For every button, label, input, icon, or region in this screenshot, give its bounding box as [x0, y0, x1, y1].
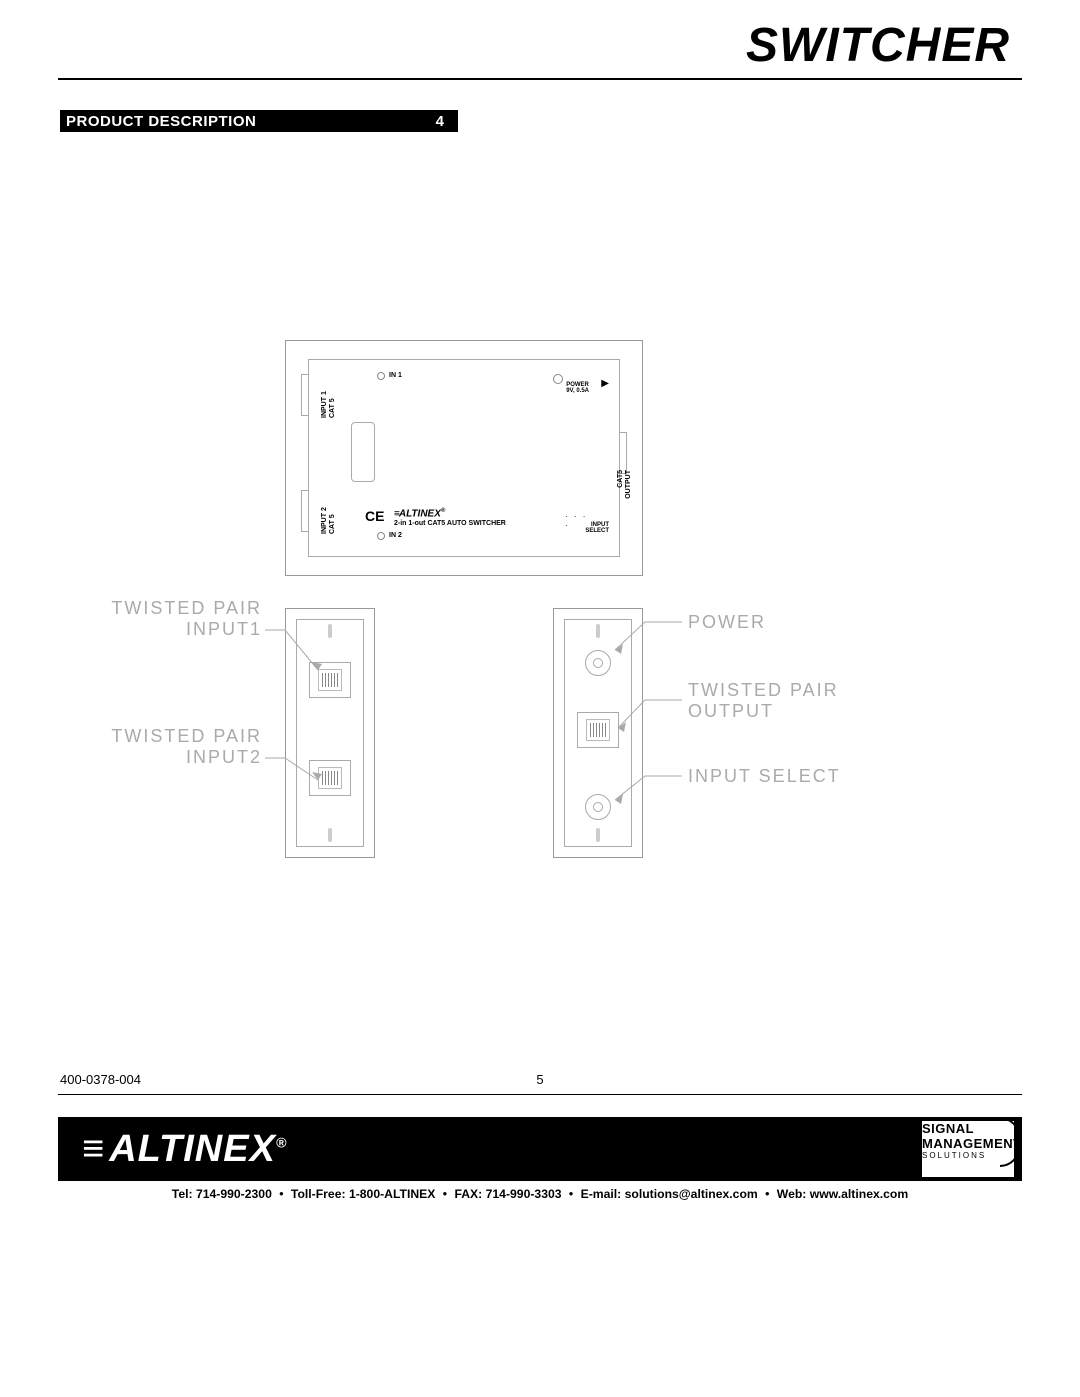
callout-text: TWISTED PAIR [688, 680, 839, 701]
email-label: E-mail: [581, 1187, 622, 1201]
callout-input1: TWISTED PAIR INPUT1 [82, 598, 262, 640]
screw-slot-icon [596, 828, 600, 842]
input1-tab [301, 374, 309, 416]
callout-output: TWISTED PAIR OUTPUT [688, 680, 839, 722]
brand-text: ALTINEX [399, 508, 441, 519]
screw-slot-icon [596, 624, 600, 638]
device-top-view: IN 1 IN 2 INPUT 1CAT 5 INPUT 2CAT 5 CAT5… [285, 340, 643, 576]
callout-input2: TWISTED PAIR INPUT2 [82, 726, 262, 768]
callout-text: TWISTED PAIR [82, 598, 262, 619]
device-top-inner: IN 1 IN 2 INPUT 1CAT 5 INPUT 2CAT 5 CAT5… [308, 359, 620, 557]
screw-slot-icon [328, 624, 332, 638]
logo-stripes-icon: ≡ [82, 1128, 105, 1171]
separator: • [565, 1187, 577, 1201]
tel-value: 714-990-2300 [196, 1187, 272, 1201]
tollfree-label: Toll-Free: [291, 1187, 346, 1201]
email-value: solutions@altinex.com [625, 1187, 758, 1201]
footer-rule [58, 1094, 1022, 1095]
header-rule [58, 78, 1022, 80]
select-dots-icon: · · · · [565, 512, 595, 520]
in2-led-label: IN 2 [389, 532, 402, 539]
output-label: CAT5OUTPUT [617, 470, 632, 499]
section-title: PRODUCT DESCRIPTION [60, 113, 256, 130]
callout-text: OUTPUT [688, 701, 839, 722]
fax-value: 714-990-3303 [486, 1187, 562, 1201]
section-number: 4 [436, 113, 458, 130]
input-select-label: INPUTSELECT [585, 522, 609, 534]
input-select-button-icon [585, 794, 611, 820]
power-label: POWER9V, 0.5A [566, 382, 589, 395]
page-root: SWITCHER PRODUCT DESCRIPTION 4 IN 1 IN 2… [0, 0, 1080, 1397]
top-slot [351, 422, 375, 482]
output-tab [619, 432, 627, 474]
input1-label: INPUT 1CAT 5 [321, 391, 336, 418]
document-number: 400-0378-004 [60, 1072, 141, 1087]
tel-label: Tel: [172, 1187, 193, 1201]
right-side-inner [564, 619, 632, 847]
separator: • [275, 1187, 287, 1201]
logo-text: ALTINEX [109, 1128, 276, 1170]
in2-led-icon [377, 532, 385, 540]
in1-led-icon [377, 372, 385, 380]
screw-slot-icon [328, 828, 332, 842]
signal-management-badge: SIGNAL MANAGEMENT SOLUTIONS [922, 1121, 1014, 1177]
callout-power: POWER [688, 612, 766, 633]
footer-bar: ≡ALTINEX® [58, 1117, 1022, 1181]
brand-subtitle: 2-in 1-out CAT5 AUTO SWITCHER [394, 520, 506, 527]
callout-text: POWER [688, 612, 766, 633]
rj45-input1-icon [309, 662, 351, 698]
input2-tab [301, 490, 309, 532]
separator: • [761, 1187, 773, 1201]
left-side-inner [296, 619, 364, 847]
power-jack-icon [553, 374, 563, 384]
footer-logo: ≡ALTINEX® [82, 1128, 287, 1171]
product-diagram: IN 1 IN 2 INPUT 1CAT 5 INPUT 2CAT 5 CAT5… [70, 340, 1010, 880]
power-arrow-icon: ▶ [601, 378, 609, 389]
callout-text: INPUT2 [82, 747, 262, 768]
device-left-side-view [285, 608, 375, 858]
ce-mark-icon: CE [365, 508, 384, 524]
input2-label: INPUT 2CAT 5 [321, 507, 336, 534]
in1-led-label: IN 1 [389, 372, 402, 379]
contact-line: Tel: 714-990-2300 • Toll-Free: 1-800-ALT… [58, 1187, 1022, 1201]
callout-text: TWISTED PAIR [82, 726, 262, 747]
callout-text: INPUT1 [82, 619, 262, 640]
rj45-output-icon [577, 712, 619, 748]
separator: • [439, 1187, 451, 1201]
logo-reg: ® [276, 1134, 287, 1150]
callout-text: INPUT SELECT [688, 766, 841, 787]
web-label: Web: [777, 1187, 807, 1201]
callout-input-select: INPUT SELECT [688, 766, 841, 787]
brand-reg: ® [441, 508, 445, 514]
device-right-side-view [553, 608, 643, 858]
tollfree-value: 1-800-ALTINEX [349, 1187, 435, 1201]
brand-label: ≡ALTINEX® [394, 508, 445, 519]
rj45-input2-icon [309, 760, 351, 796]
page-number: 5 [536, 1072, 543, 1087]
web-value: www.altinex.com [810, 1187, 908, 1201]
power-jack-side-icon [585, 650, 611, 676]
fax-label: FAX: [454, 1187, 482, 1201]
section-heading-bar: PRODUCT DESCRIPTION 4 [60, 110, 458, 132]
page-title: SWITCHER [746, 18, 1010, 73]
